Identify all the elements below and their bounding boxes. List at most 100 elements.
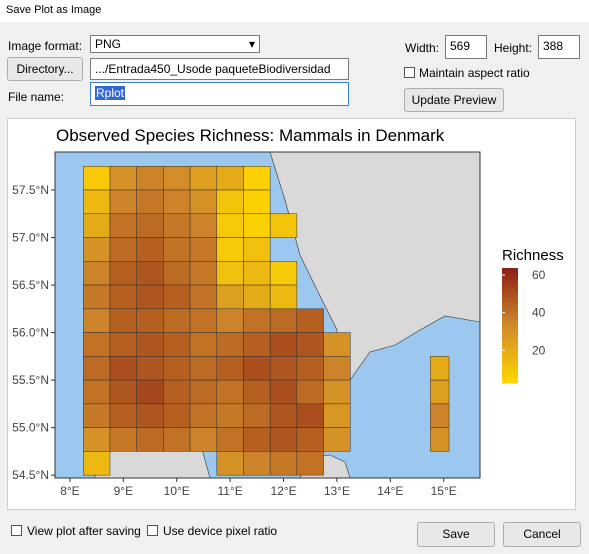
colorbar-step	[502, 342, 518, 347]
grid-cell	[83, 308, 111, 333]
colorbar-step	[502, 308, 518, 312]
colorbar-step	[502, 322, 518, 326]
cells	[83, 166, 450, 476]
y-tick-label: 55.5°N	[12, 373, 49, 387]
colorbar-step	[502, 377, 518, 381]
grid-cell	[189, 427, 218, 452]
grid-cell	[163, 166, 191, 191]
grid-cell	[83, 261, 111, 286]
save-button[interactable]: Save	[417, 522, 495, 547]
grid-cell	[109, 284, 137, 310]
grid-cell	[269, 308, 298, 333]
grid-cell	[243, 261, 271, 286]
height-input[interactable]: 388	[538, 35, 580, 59]
grid-cell	[296, 356, 324, 381]
colorbar-step	[502, 357, 518, 361]
format-select[interactable]: PNG ▾	[90, 35, 260, 53]
grid-cell	[216, 356, 244, 381]
directory-field[interactable]: .../Entrada450_Usode paqueteBiodiversida…	[90, 58, 349, 80]
title-bar: Save Plot as Image	[0, 0, 589, 22]
grid-cell	[243, 308, 271, 333]
colorbar-step	[502, 270, 518, 275]
grid-cell	[163, 403, 191, 428]
grid-cell	[109, 189, 137, 215]
grid-cell	[296, 451, 324, 476]
grid-cell	[243, 379, 271, 405]
grid-cell	[136, 189, 164, 215]
x-tick-label: 9°E	[114, 484, 133, 498]
grid-cell	[163, 189, 191, 215]
colorbar-step	[502, 325, 518, 329]
colorbar-step	[502, 273, 518, 278]
colorbar-step	[502, 331, 518, 335]
width-input[interactable]: 569	[445, 35, 487, 59]
grid-cell	[163, 379, 191, 405]
grid-cell	[189, 189, 218, 215]
grid-cell	[243, 213, 271, 238]
grid-cell	[430, 403, 450, 428]
y-tick-label: 56.5°N	[12, 278, 49, 292]
colorbar-step	[502, 337, 518, 341]
label: Use device pixel ratio	[163, 524, 278, 538]
y-tick-label: 57.5°N	[12, 183, 49, 197]
x-tick-label: 12°E	[270, 484, 296, 498]
grid-cell	[163, 427, 191, 452]
grid-cell	[136, 237, 164, 262]
grid-cell	[296, 403, 324, 428]
grid-cell	[163, 332, 191, 357]
grid-cell	[269, 379, 298, 405]
grid-cell	[189, 237, 218, 262]
grid-cell	[83, 213, 111, 238]
grid-cell	[243, 332, 271, 357]
update-preview-button[interactable]: Update Preview	[404, 88, 504, 112]
grid-cell	[216, 379, 244, 405]
grid-cell	[83, 237, 111, 262]
colorbar-label: 20	[532, 343, 546, 357]
grid-cell	[296, 332, 324, 357]
grid-cell	[136, 261, 164, 286]
x-tick-label: 15°E	[431, 484, 457, 498]
grid-cell	[269, 356, 298, 381]
grid-cell	[269, 332, 298, 357]
colorbar-step	[502, 371, 518, 375]
grid-cell	[109, 237, 137, 262]
cancel-button[interactable]: Cancel	[503, 522, 581, 547]
grid-cell	[243, 237, 271, 262]
grid-cell	[323, 332, 351, 357]
grid-cell	[189, 356, 218, 381]
grid-cell	[216, 166, 244, 191]
checkbox[interactable]	[404, 67, 415, 78]
legend-title: Richness	[502, 247, 564, 264]
colorbar-step	[502, 354, 518, 358]
grid-cell	[189, 261, 218, 286]
grid-cell	[136, 332, 164, 357]
grid-cell	[269, 261, 298, 286]
grid-cell	[243, 166, 271, 191]
checkbox[interactable]	[147, 525, 158, 536]
chart-title: Observed Species Richness: Mammals in De…	[56, 126, 445, 145]
file-name-input[interactable]: Rplot	[90, 82, 349, 106]
directory-button[interactable]: Directory...	[7, 57, 83, 81]
x-tick-label: 11°E	[217, 484, 242, 498]
checkbox[interactable]	[11, 525, 22, 536]
grid-cell	[109, 166, 137, 191]
y-tick-label: 54.5°N	[12, 468, 49, 482]
y-tick-label: 55.0°N	[12, 421, 49, 435]
grid-cell	[269, 284, 298, 310]
colorbar-step	[502, 268, 518, 272]
grid-cell	[216, 213, 244, 238]
grid-cell	[136, 427, 164, 452]
colorbar-step	[502, 285, 518, 289]
y-tick-label: 57.0°N	[12, 231, 49, 245]
grid-cell	[136, 356, 164, 381]
grid-cell	[109, 261, 137, 286]
grid-cell	[189, 284, 218, 310]
colorbar-step	[502, 328, 518, 332]
colorbar-label: 60	[532, 268, 546, 282]
grid-cell	[243, 356, 271, 381]
grid-cell	[109, 213, 137, 238]
grid-cell	[296, 379, 324, 405]
colorbar-label: 40	[532, 306, 546, 320]
grid-cell	[109, 332, 137, 357]
grid-cell	[109, 356, 137, 381]
